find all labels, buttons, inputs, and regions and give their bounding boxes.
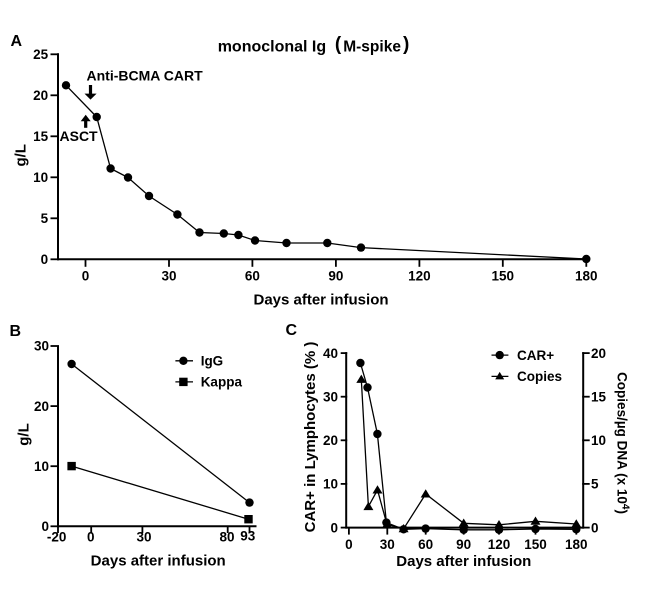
svg-text:IgG: IgG <box>201 354 224 369</box>
svg-text:15: 15 <box>591 389 607 404</box>
svg-text:0: 0 <box>41 519 49 534</box>
svg-text:Anti-BCMA CART: Anti-BCMA CART <box>87 68 204 84</box>
svg-text:Copies: Copies <box>517 369 562 384</box>
svg-text:93: 93 <box>240 528 256 543</box>
svg-text:150: 150 <box>524 537 547 552</box>
svg-text:monoclonal Ig (M-spike): monoclonal Ig (M-spike) <box>218 34 410 56</box>
svg-text:C: C <box>286 322 298 339</box>
svg-text:180: 180 <box>565 537 588 552</box>
svg-text:10: 10 <box>323 477 338 492</box>
svg-text:40: 40 <box>323 346 338 361</box>
svg-text:20: 20 <box>591 346 606 361</box>
svg-text:5: 5 <box>591 477 599 492</box>
svg-text:30: 30 <box>136 529 151 544</box>
svg-text:g/L: g/L <box>13 144 30 167</box>
svg-text:-20: -20 <box>47 529 67 544</box>
svg-text:5: 5 <box>41 211 49 226</box>
svg-text:20: 20 <box>33 88 48 103</box>
svg-text:150: 150 <box>492 268 515 283</box>
svg-text:60: 60 <box>245 268 260 283</box>
svg-text:0: 0 <box>345 537 353 552</box>
svg-text:A: A <box>11 33 23 50</box>
svg-text:Days after infusion: Days after infusion <box>396 553 531 570</box>
svg-text:0: 0 <box>591 520 599 535</box>
svg-text:30: 30 <box>380 537 395 552</box>
svg-text:30: 30 <box>323 389 338 404</box>
svg-text:20: 20 <box>34 399 49 414</box>
svg-text:180: 180 <box>575 268 598 283</box>
svg-text:0: 0 <box>41 252 49 267</box>
svg-text:CAR+: CAR+ <box>517 348 554 363</box>
svg-text:ASCT: ASCT <box>60 128 99 144</box>
svg-text:10: 10 <box>34 459 49 474</box>
svg-text:30: 30 <box>34 339 49 354</box>
svg-text:10: 10 <box>591 433 606 448</box>
svg-text:20: 20 <box>323 433 338 448</box>
svg-text:0: 0 <box>82 268 90 283</box>
svg-text:15: 15 <box>33 129 49 144</box>
svg-text:30: 30 <box>161 268 176 283</box>
svg-text:120: 120 <box>488 537 511 552</box>
svg-text:80: 80 <box>219 529 234 544</box>
svg-text:0: 0 <box>87 529 95 544</box>
svg-text:Days after infusion: Days after infusion <box>91 552 226 569</box>
svg-text:g/L: g/L <box>15 423 32 446</box>
svg-text:Copies/µg DNA (x 104): Copies/µg DNA (x 104) <box>614 372 630 514</box>
svg-text:Kappa: Kappa <box>201 375 243 390</box>
svg-text:Days after infusion: Days after infusion <box>253 291 388 308</box>
svg-text:60: 60 <box>418 537 433 552</box>
svg-text:CAR+ in Lymphocytes (% ): CAR+ in Lymphocytes (% ) <box>302 342 319 533</box>
svg-text:25: 25 <box>33 47 49 62</box>
svg-text:90: 90 <box>328 268 343 283</box>
svg-text:0: 0 <box>330 520 338 535</box>
svg-text:120: 120 <box>408 268 431 283</box>
svg-text:90: 90 <box>456 537 471 552</box>
svg-text:10: 10 <box>33 170 48 185</box>
svg-text:B: B <box>10 323 22 340</box>
